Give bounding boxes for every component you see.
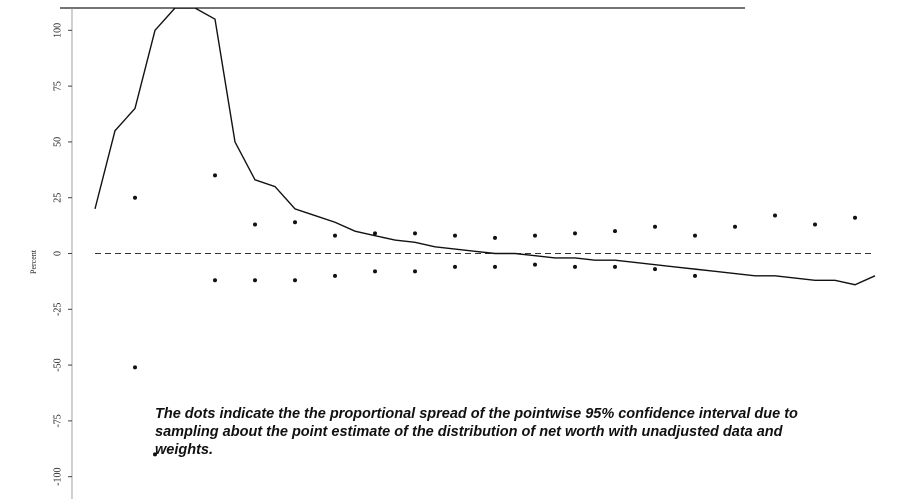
y-tick-label: -75 xyxy=(52,414,63,427)
data-point xyxy=(373,231,377,236)
annotation: sampling about the point estimate of the… xyxy=(155,424,784,440)
data-point xyxy=(733,224,737,229)
data-line xyxy=(94,8,876,286)
data-point xyxy=(413,231,417,236)
data-point xyxy=(693,233,697,238)
data-point xyxy=(613,229,617,234)
y-tick-label: -25 xyxy=(52,303,63,316)
data-point xyxy=(493,235,497,240)
y-axis-label: Percent xyxy=(29,249,38,274)
data-point xyxy=(653,267,657,272)
y-tick-label: 75 xyxy=(52,81,63,91)
annotation: weights. xyxy=(155,442,213,458)
data-point xyxy=(573,231,577,236)
data-point xyxy=(253,278,257,283)
data-point xyxy=(573,264,577,269)
data-point xyxy=(293,278,297,283)
data-point xyxy=(133,195,137,200)
data-point xyxy=(373,269,377,274)
y-tick-label: -100 xyxy=(52,468,63,486)
y-tick-label: 0 xyxy=(52,251,63,256)
y-tick-label: -50 xyxy=(52,358,63,371)
y-tick-label: 50 xyxy=(52,137,63,147)
data-point xyxy=(153,452,157,457)
data-point xyxy=(533,233,537,238)
data-point xyxy=(293,220,297,225)
data-point xyxy=(453,264,457,269)
annotation: The dots indicate the the proportional s… xyxy=(155,406,798,422)
data-point xyxy=(693,273,697,278)
data-point xyxy=(253,222,257,227)
y-tick-label: 25 xyxy=(52,193,63,203)
data-point xyxy=(853,215,857,220)
data-point xyxy=(333,273,337,278)
y-tick-label: 100 xyxy=(52,23,63,38)
data-point xyxy=(773,213,777,218)
data-point xyxy=(813,222,817,227)
data-point xyxy=(453,233,457,238)
data-point xyxy=(493,264,497,269)
data-point xyxy=(413,269,417,274)
data-point xyxy=(653,224,657,229)
data-point xyxy=(213,278,217,283)
data-point xyxy=(333,233,337,238)
data-point xyxy=(133,365,137,370)
data-point xyxy=(613,264,617,269)
data-point xyxy=(213,173,217,178)
data-point xyxy=(533,262,537,267)
